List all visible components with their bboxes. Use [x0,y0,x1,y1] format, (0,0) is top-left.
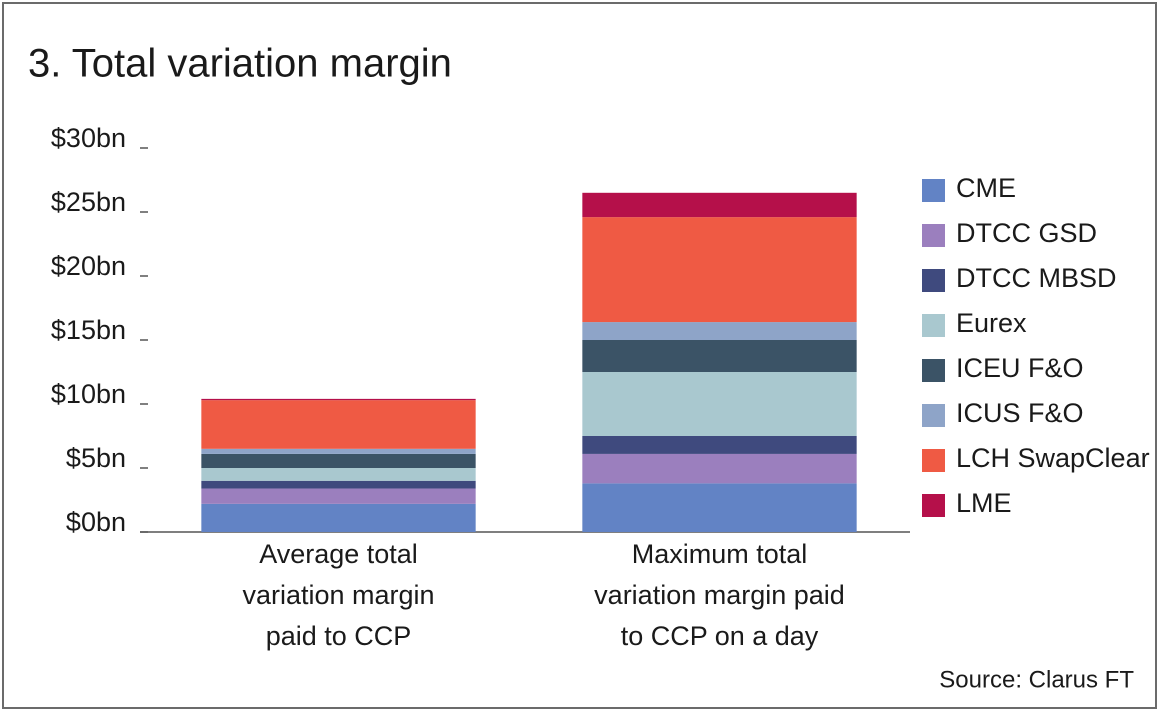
legend-label: ICUS F&O [956,398,1084,428]
legend-swatch [922,449,945,472]
bar-segment [201,398,476,401]
legend-label: LCH SwapClear [956,443,1150,473]
legend-label: CME [956,173,1016,203]
bar-segment [201,480,476,489]
legend-swatch [922,494,945,517]
legend-swatch [922,404,945,427]
y-tick-label: $15bn [51,315,126,345]
bar-segment [582,217,857,323]
y-tick-label: $25bn [51,187,126,217]
legend-swatch [922,269,945,292]
bar-segment [582,436,857,454]
bar-segment [201,453,476,468]
legend-swatch [922,359,945,382]
y-tick-label: $30bn [51,123,126,153]
y-tick-label: $0bn [66,507,126,537]
bar-segment [201,488,476,504]
legend-label: DTCC GSD [956,218,1097,248]
y-tick-label: $10bn [51,379,126,409]
x-tick-label: Average total variation margin paid to C… [242,539,435,651]
bar-segment [582,483,857,532]
legend-swatch [922,179,945,202]
legend-label: ICEU F&O [956,353,1084,383]
bar-segment [201,448,476,454]
bar-segment [201,468,476,481]
legend-swatch [922,224,945,247]
bar-segment [582,192,857,218]
bar-segment [201,400,476,449]
legend-label: Eurex [956,308,1027,338]
bar-segment [582,322,857,340]
bar-segment [582,340,857,372]
source: Source: Clarus FT [939,666,1134,693]
bar-segment [582,372,857,436]
chart-title: 3. Total variation margin [28,42,452,86]
legend-label: LME [956,488,1012,518]
bar-segment [582,453,857,484]
y-tick-label: $20bn [51,251,126,281]
y-tick-label: $5bn [66,443,126,473]
legend-label: DTCC MBSD [956,263,1117,293]
x-tick-label: Maximum total variation margin paid to C… [594,539,845,651]
legend-swatch [922,314,945,337]
bar-segment [201,503,476,532]
